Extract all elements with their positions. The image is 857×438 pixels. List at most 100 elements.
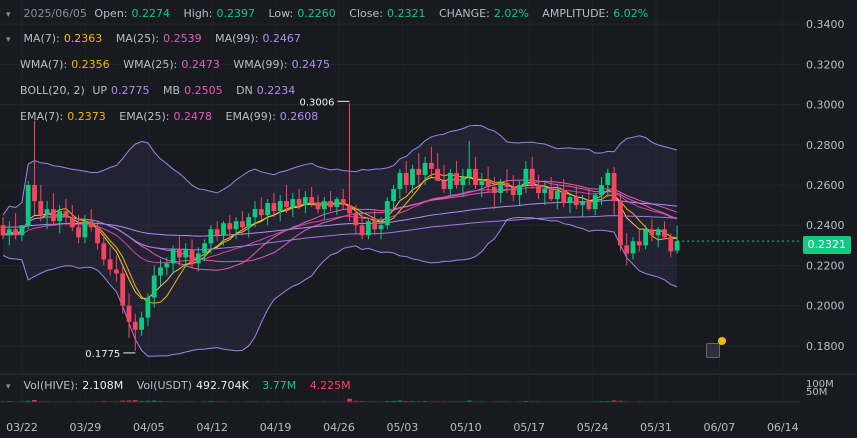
ema25-value: 0.2478 [173, 110, 213, 123]
y-tick-label: 0.2200 [806, 259, 845, 272]
change-label: CHANGE: [438, 7, 490, 20]
candle-body [630, 241, 636, 254]
candle-body [284, 201, 289, 208]
wma25-label: WMA(25): [123, 58, 178, 71]
candle-body [397, 172, 403, 190]
candle-body [214, 229, 220, 236]
candle-body [473, 168, 478, 185]
close-value: 0.2321 [386, 7, 426, 20]
candle-body [466, 168, 472, 177]
candle-body [510, 187, 516, 196]
candle-body [668, 237, 674, 252]
volume-legend[interactable]: ▾ Vol(HIVE): 2.108M Vol(USDT) 492.704K 3.7… [6, 378, 361, 394]
candle-body [183, 249, 189, 258]
volume-value: 2.108M [82, 379, 124, 392]
candle-body [529, 168, 535, 185]
candle-body [202, 243, 207, 254]
candle-body [655, 229, 661, 236]
candle-body [334, 199, 340, 208]
x-tick-label: 04/12 [196, 421, 228, 434]
y-tick-label: 0.1800 [806, 340, 845, 353]
ema7-label: EMA(7): [20, 110, 64, 123]
volume-bar [32, 399, 37, 402]
ema7-value: 0.2373 [67, 110, 106, 123]
candle-body [548, 189, 554, 200]
ma99-line [2, 215, 678, 251]
candle-body [479, 180, 485, 185]
chevron-down-icon[interactable]: ▾ [6, 10, 11, 20]
volume-bar [618, 400, 623, 402]
candle-body [542, 189, 548, 194]
x-tick-label: 05/03 [387, 421, 419, 434]
candle-body [25, 185, 31, 226]
volume-bar [145, 400, 151, 402]
boll-legend[interactable]: BOLL(20, 2) UP 0.2775 MB 0.2505 DN 0.2234 [20, 83, 305, 99]
candle-body [88, 221, 94, 228]
price-annotation: 0.3006 [300, 97, 335, 108]
candle-body [208, 229, 214, 244]
candle-body [189, 249, 195, 264]
wma25-value: 0.2473 [181, 58, 220, 71]
candle-body [321, 201, 327, 210]
boll-dn-label: DN [236, 84, 253, 97]
candle-body [309, 197, 315, 204]
candle-body [120, 273, 126, 306]
y-tick-label: 0.3400 [806, 18, 845, 31]
candle-body [95, 227, 100, 244]
candle-body [435, 168, 441, 181]
candle-body [233, 221, 239, 230]
candle-body [441, 180, 447, 190]
candle-body [523, 168, 529, 185]
ema-legend[interactable]: EMA(7): 0.2373 EMA(25): 0.2478 EMA(99): 0.2… [20, 109, 328, 125]
candle-body [649, 229, 655, 236]
volume-usdt-value: 492.704K [196, 379, 249, 392]
candle-body [378, 225, 384, 230]
candle-body [536, 185, 541, 194]
candle-body [145, 297, 151, 318]
volume-axis-label: 100M [806, 379, 834, 390]
ema25-line [2, 187, 678, 264]
candle-body [19, 225, 25, 236]
candle-body [114, 269, 119, 274]
candle-body [252, 209, 258, 218]
candle-body [618, 201, 623, 246]
boll-lower-line [2, 217, 678, 357]
candle-body [492, 187, 497, 194]
candle-body [643, 229, 648, 246]
x-tick-label: 04/05 [133, 421, 165, 434]
candle-body [195, 253, 201, 264]
note-icon[interactable] [706, 343, 720, 358]
wma-legend[interactable]: WMA(7): 0.2356 WMA(25): 0.2473 WMA(99): 0.2… [20, 57, 340, 73]
candle-body [384, 201, 390, 226]
volume-bar [347, 398, 352, 402]
candle-body [416, 168, 422, 175]
boll-up-value: 0.2775 [111, 84, 150, 97]
ma-legend[interactable]: ▾ MA(7): 0.2363 MA(25): 0.2539 MA(99): 0.24… [6, 31, 311, 47]
candle-body [592, 195, 598, 210]
volume-label: Vol(HIVE): [23, 379, 79, 392]
candle-body [296, 199, 302, 206]
open-value: 0.2274 [131, 7, 171, 20]
x-tick-label: 05/17 [513, 421, 545, 434]
low-label: Low: [268, 7, 294, 20]
candle-body [353, 213, 359, 226]
chevron-down-icon[interactable]: ▾ [6, 382, 11, 392]
x-tick-label: 05/31 [640, 421, 672, 434]
chevron-down-icon[interactable]: ▾ [6, 35, 11, 45]
x-tick-label: 03/29 [70, 421, 102, 434]
candle-body [221, 223, 226, 236]
candle-body [454, 172, 459, 185]
wma7-label: WMA(7): [20, 58, 68, 71]
volume-bar [466, 400, 472, 402]
ma99-label: MA(99): [215, 32, 259, 45]
candle-body [101, 243, 107, 260]
ma25-label: MA(25): [115, 32, 160, 45]
candle-body [246, 217, 252, 228]
open-label: Open: [94, 7, 128, 20]
candle-body [347, 205, 352, 214]
amplitude-label: AMPLITUDE: [542, 7, 610, 20]
y-tick-label: 0.3200 [806, 58, 845, 71]
candle-body [422, 162, 428, 175]
